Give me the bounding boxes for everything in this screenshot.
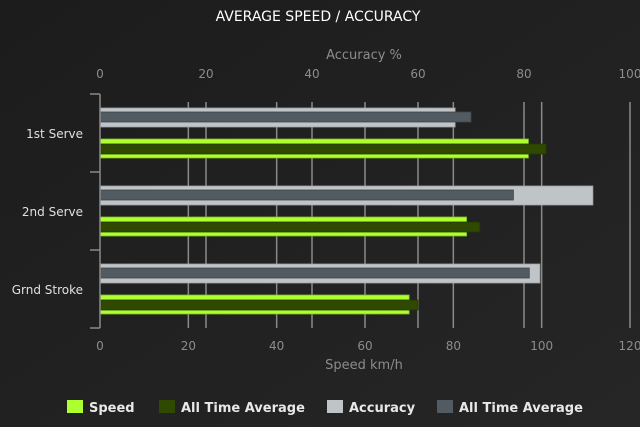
top-tick-label: 80 (516, 67, 531, 81)
legend-label: Accuracy (349, 401, 416, 416)
bar-speed-all-time-average (99, 143, 547, 155)
bar-speed-all-time-average (99, 221, 481, 233)
legend-swatch (67, 400, 83, 413)
bottom-tick-label: 80 (446, 339, 461, 353)
legend-label: All Time Average (181, 401, 305, 416)
legend-label: Speed (89, 401, 135, 416)
bar-accuracy-all-time-average (99, 189, 514, 201)
bottom-tick-label: 40 (269, 339, 284, 353)
bottom-tick-label: 100 (530, 339, 553, 353)
bar-accuracy-all-time-average (99, 267, 530, 279)
legend-swatch (159, 400, 175, 413)
bar-accuracy-all-time-average (99, 111, 472, 123)
bottom-tick-label: 20 (181, 339, 196, 353)
legend: Speed All Time Average Accuracy All Time Av… (67, 400, 583, 416)
bottom-tick-label: 60 (357, 339, 372, 353)
bar-speed-all-time-average (99, 299, 419, 311)
top-tick-label: 60 (410, 67, 425, 81)
top-tick-label: 20 (198, 67, 213, 81)
top-axis-label: Accuracy % (326, 48, 402, 63)
category-label: 1st Serve (26, 127, 83, 141)
top-tick-label: 0 (96, 67, 104, 81)
chart-title: AVERAGE SPEED / ACCURACY (216, 9, 421, 25)
legend-swatch (437, 400, 453, 413)
bottom-axis-label: Speed km/h (325, 358, 403, 373)
category-label: Grnd Stroke (12, 283, 83, 297)
top-tick-label: 100 (619, 67, 640, 81)
top-tick-label: 40 (304, 67, 319, 81)
legend-label: All Time Average (459, 401, 583, 416)
legend-swatch (327, 400, 343, 413)
category-label: 2nd Serve (22, 205, 83, 219)
bottom-tick-label: 120 (619, 339, 640, 353)
bottom-tick-label: 0 (96, 339, 104, 353)
